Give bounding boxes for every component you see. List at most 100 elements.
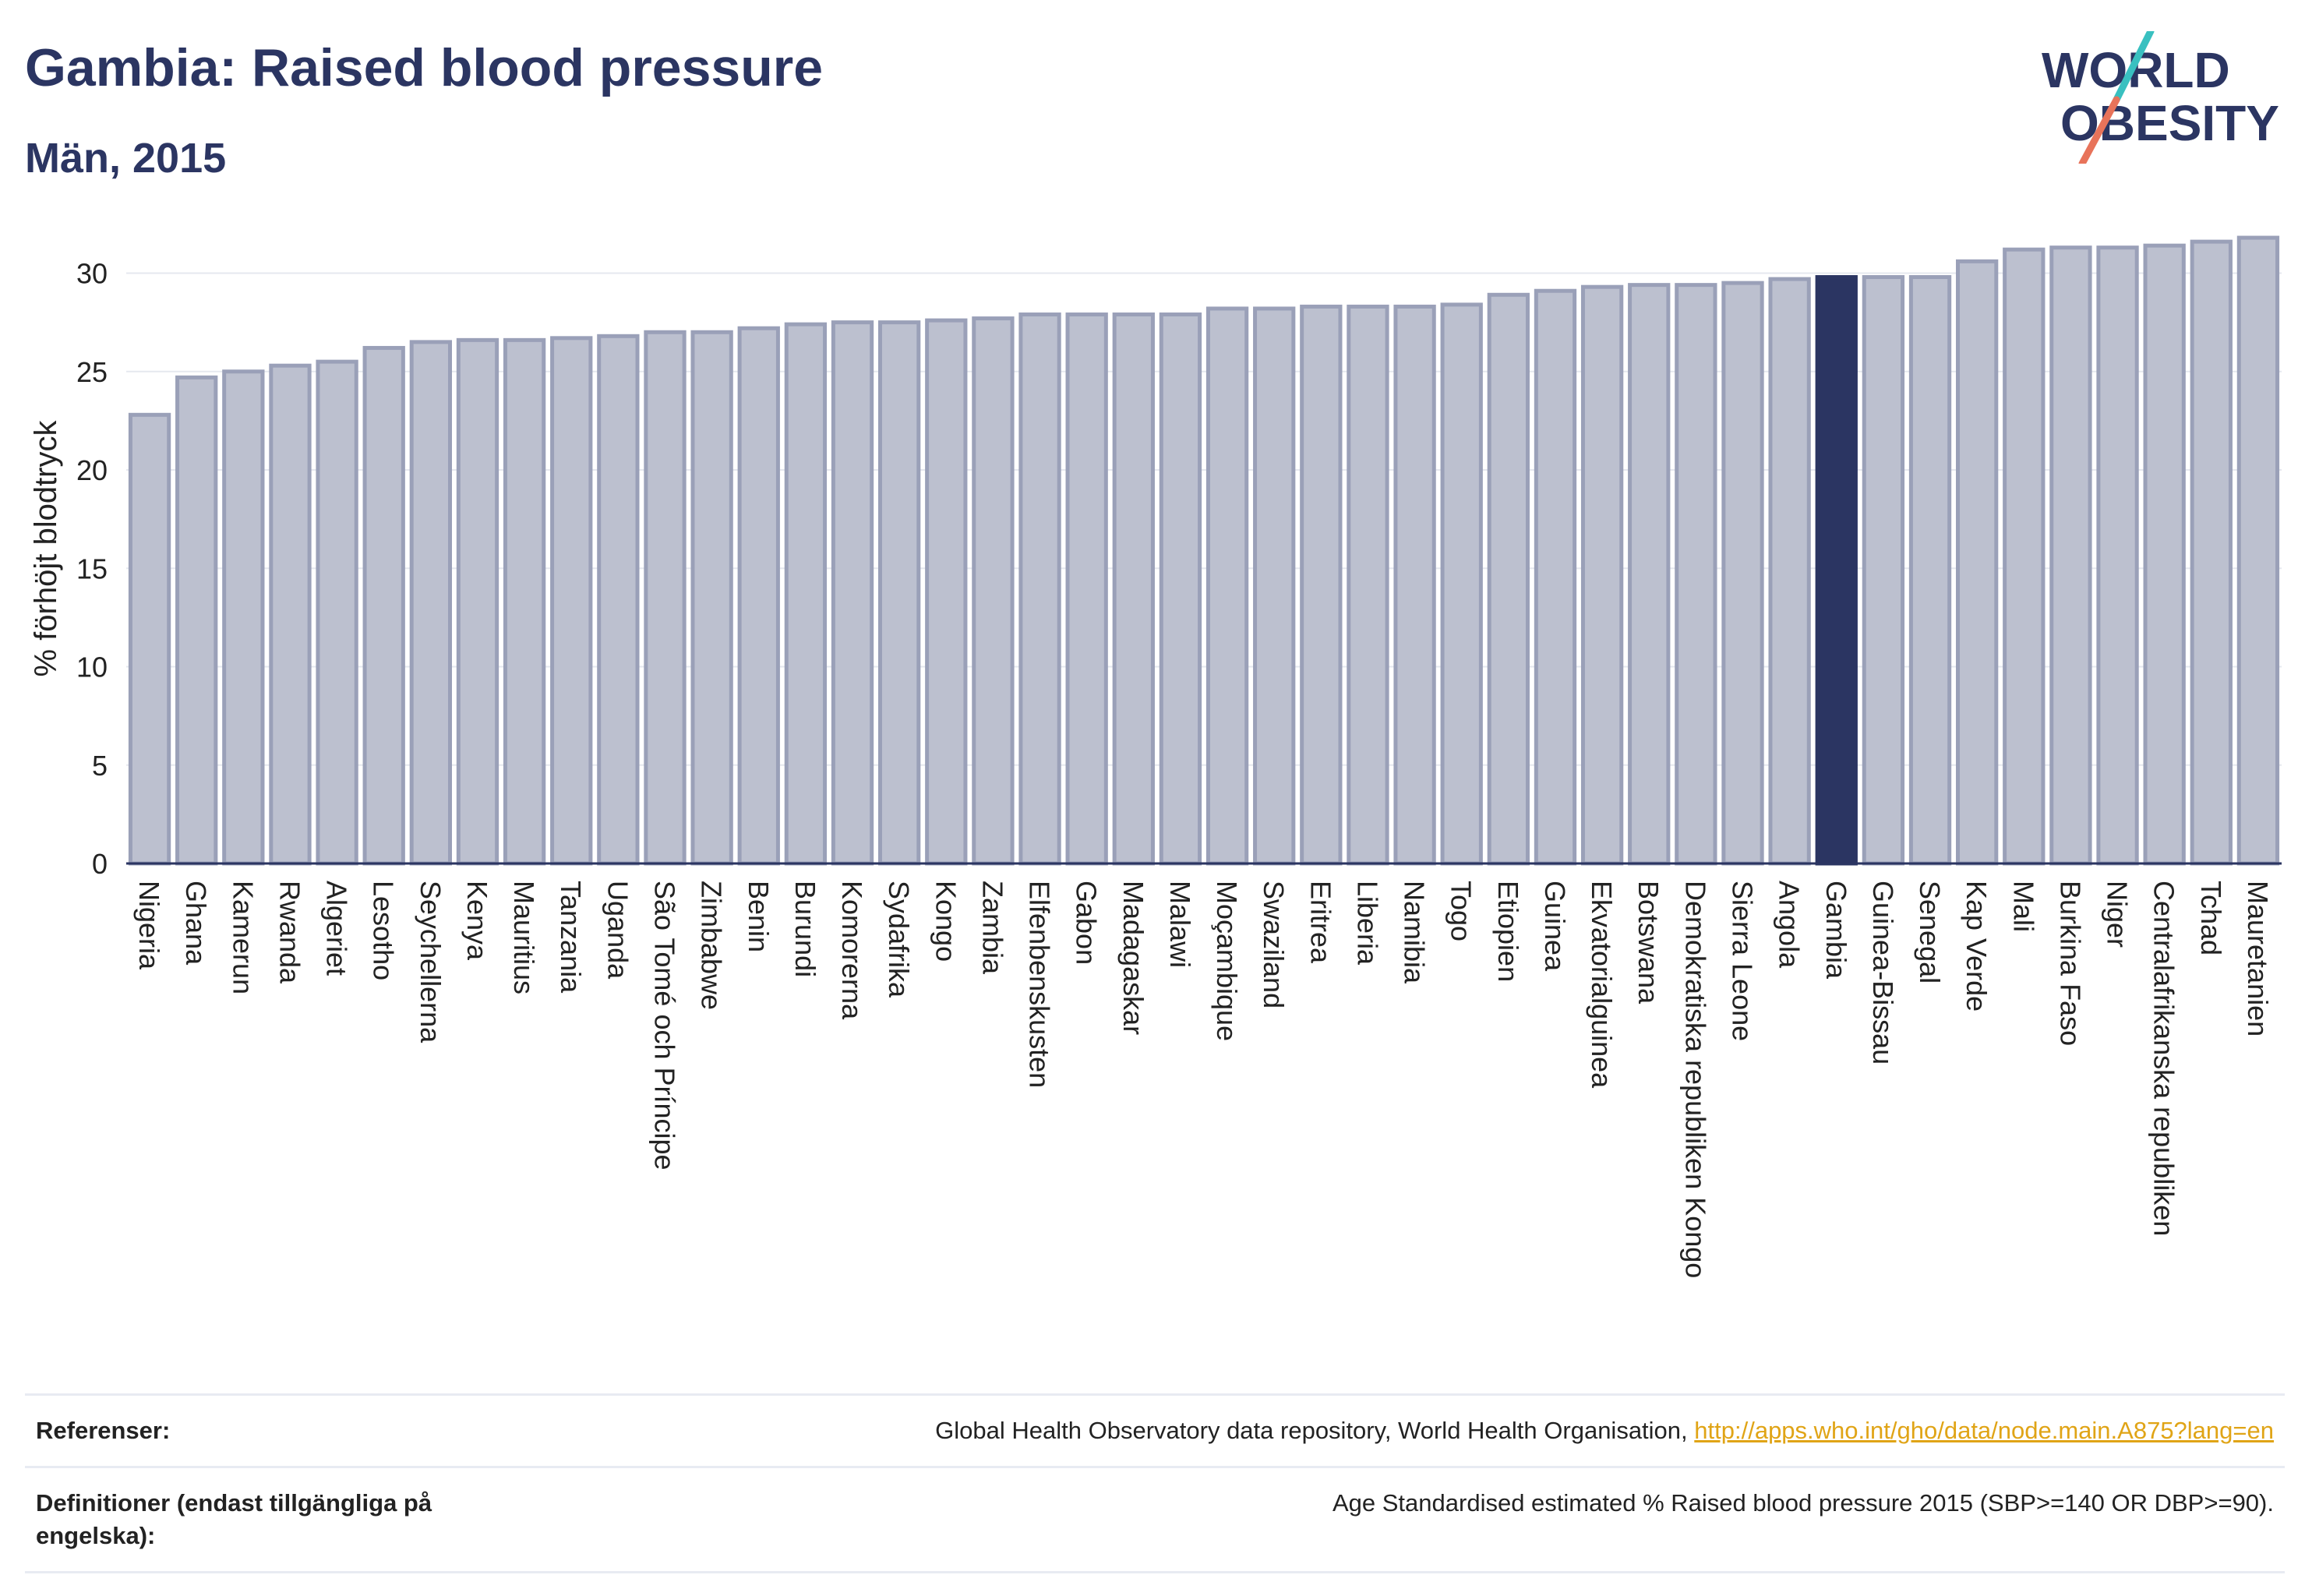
y-tick-label: 25 [76,356,108,388]
bar-komorerna[interactable] [831,320,874,866]
bar-liberia[interactable] [1347,304,1389,866]
x-tick-label: Seychellerna [415,881,447,1043]
bar-kongo[interactable] [925,318,968,866]
x-tick-label: Rwanda [274,881,305,984]
bar-ghana[interactable] [175,375,218,866]
x-tick-label: Nigeria [133,881,165,970]
bar-botswana[interactable] [1628,283,1671,866]
bar-lesotho[interactable] [362,345,405,866]
bar-tchad[interactable] [2190,239,2233,866]
bar-zimbabwe[interactable] [690,330,733,866]
page-subtitle: Män, 2015 [25,135,227,182]
bar-burundi[interactable] [784,322,828,866]
x-tick-label: Kongo [930,881,962,962]
bar-rwanda[interactable] [269,363,312,866]
bar-kap-verde[interactable] [1955,259,1999,866]
x-tick-label: Benin [743,881,775,952]
x-tick-label: Lesotho [368,881,400,980]
x-tick-label: Guinea-Bissau [1867,881,1899,1065]
bar-centralafrikanska-republiken[interactable] [2143,243,2186,866]
bars [128,235,2280,866]
x-tick-label: Kap Verde [1961,881,1993,1012]
x-tick-label: Ghana [180,881,212,966]
bar-elfenbenskusten[interactable] [1018,312,1061,866]
bar-madagaskar[interactable] [1112,312,1155,866]
x-tick-label: Senegal [1914,881,1946,983]
bar-mauretanien[interactable] [2236,235,2280,866]
bar-s-o-tom-och-pr-ncipe[interactable] [644,330,687,866]
bar-togo[interactable] [1440,302,1483,866]
bar-mali[interactable] [2003,247,2046,866]
x-tick-label: Liberia [1351,881,1383,966]
bar-guinea[interactable] [1534,288,1577,866]
x-tick-label: Uganda [602,881,634,980]
x-tick-label: Togo [1445,881,1477,941]
bar-burkina-faso[interactable] [2049,245,2092,866]
x-tick-label: Gabon [1071,881,1103,965]
bar-tanzania[interactable] [550,336,593,866]
y-tick-label: 5 [92,750,108,782]
bar-chart: 0 5 10 15 20 25 30 Nigeria Ghana Kamerun Rwanda Al… [29,235,2282,1278]
y-tick-label: 10 [76,651,108,683]
x-tick-label: Gambia [1820,881,1852,980]
bar-eritrea[interactable] [1300,304,1343,866]
bar-benin[interactable] [737,326,780,866]
bar-senegal[interactable] [1908,275,1952,866]
logo-line1: WORLD [2042,42,2230,98]
x-tick-label: Kamerun [227,881,259,994]
bar-etiopien[interactable] [1487,292,1530,866]
references-link[interactable]: http://apps.who.int/gho/data/node.main.A… [1694,1417,2274,1444]
bar-sydafrika[interactable] [877,320,921,866]
x-tick-label: Mauretanien [2242,881,2274,1036]
definitions-value: Age Standardised estimated % Raised bloo… [1332,1488,2274,1517]
x-tick-label: Algeriet [321,881,353,976]
bar-sierra-leone[interactable] [1721,281,1764,866]
bar-malawi[interactable] [1159,312,1202,866]
x-tick-label: Zambia [976,881,1008,975]
x-tick-label: Sierra Leone [1727,881,1759,1041]
bar-zambia[interactable] [972,316,1015,866]
x-tick-label: Eritrea [1304,881,1336,964]
bar-namibia[interactable] [1393,304,1436,866]
bar-kamerun[interactable] [222,369,265,866]
bar-seychellerna[interactable] [409,340,453,866]
x-tick-label: Mauritius [508,881,540,994]
bar-ekvatorialguinea[interactable] [1580,284,1624,866]
definitions-row: Definitioner (endast tillgängliga på eng… [25,1465,2285,1573]
bar-uganda[interactable] [597,334,640,866]
x-tick-label: Etiopien [1492,881,1524,982]
bar-gambia[interactable] [1815,275,1858,866]
x-tick-label: Angola [1774,881,1806,969]
bar-niger[interactable] [2096,245,2139,866]
x-tick-label: São Tomé och Príncipe [649,881,681,1171]
logo-slash-teal [2113,31,2155,104]
y-tick-label: 30 [76,258,108,290]
y-tick-label: 0 [92,848,108,880]
footer-table: Referenser: Global Health Observatory da… [25,1393,2285,1573]
y-tick-label: 20 [76,454,108,486]
x-tick-label: Niger [2102,881,2134,948]
x-tick-label: Kenya [461,881,493,961]
bar-angola[interactable] [1768,277,1811,866]
y-axis-label: % förhöjt blodtryck [29,419,63,676]
bar-demokratiska-republiken-kongo[interactable] [1675,283,1717,866]
x-tick-label: Burkina Faso [2054,881,2086,1046]
references-row: Referenser: Global Health Observatory da… [25,1393,2285,1466]
bar-gabon[interactable] [1065,312,1108,866]
x-tick-label: Tchad [2195,881,2227,955]
bar-mo-ambique[interactable] [1205,306,1249,866]
y-tick-label: 15 [76,553,108,584]
x-tick-label: Tanzania [555,881,587,994]
x-tick-label: Madagaskar [1117,881,1149,1035]
bar-nigeria[interactable] [128,412,171,866]
references-label: Referenser: [36,1417,171,1444]
bar-mauritius[interactable] [503,337,546,866]
bar-algeriet[interactable] [316,359,358,866]
definitions-label: Definitioner (endast tillgängliga på eng… [36,1488,432,1549]
x-tick-label: Komorerna [836,881,868,1020]
x-tick-label: Botswana [1633,881,1664,1005]
bar-kenya[interactable] [456,337,499,866]
bar-guinea-bissau[interactable] [1862,275,1905,866]
bar-swaziland[interactable] [1253,306,1296,866]
x-tick-label: Namibia [1399,881,1431,984]
